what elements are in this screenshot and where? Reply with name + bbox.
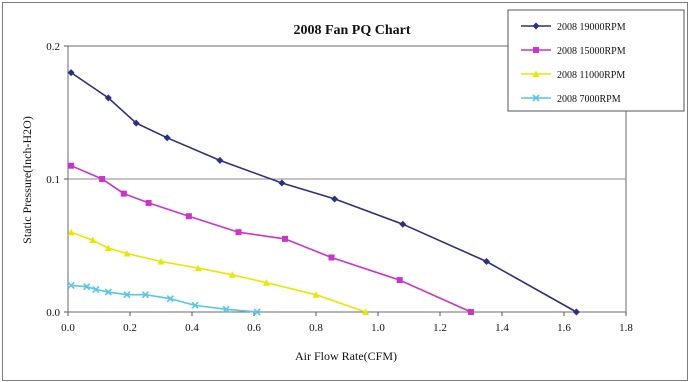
x-tick-label: 1.6 xyxy=(557,322,571,334)
legend-label: 2008 11000RPM xyxy=(557,70,625,81)
data-point xyxy=(312,291,320,298)
data-point xyxy=(166,295,174,303)
data-point xyxy=(67,69,75,77)
data-point xyxy=(145,199,152,206)
x-tick-label: 0.2 xyxy=(123,322,137,334)
data-point xyxy=(104,244,112,252)
legend-marker xyxy=(532,22,540,30)
legend-item: 2008 11000RPM xyxy=(521,70,625,81)
x-tick-label: 1.2 xyxy=(433,322,447,334)
x-tick-label: 1.4 xyxy=(495,322,509,334)
y-tick-label: 0.1 xyxy=(46,174,60,186)
legend-item: 2008 19000RPM xyxy=(521,22,626,33)
data-point xyxy=(123,291,131,299)
series-1 xyxy=(67,69,580,316)
legend-marker xyxy=(533,47,539,53)
data-point xyxy=(163,134,171,142)
series-line xyxy=(70,231,366,313)
data-point xyxy=(328,254,335,261)
x-tick-label: 1.8 xyxy=(619,322,633,334)
data-point xyxy=(67,228,75,236)
data-point xyxy=(141,291,150,299)
series-layer xyxy=(67,69,580,316)
legend-label: 2008 19000RPM xyxy=(557,22,626,33)
data-point xyxy=(83,283,91,291)
data-point xyxy=(282,235,288,242)
data-point xyxy=(89,236,97,244)
data-point xyxy=(67,281,75,289)
x-tick-label: 0.4 xyxy=(185,322,199,334)
data-point xyxy=(468,309,474,315)
x-axis-label: Air Flow Rate(CFM) xyxy=(295,349,397,363)
series-line xyxy=(71,284,258,313)
y-axis-label: Static Pressure(Inch-H2O) xyxy=(20,116,34,244)
y-tick-label: 0.2 xyxy=(46,41,60,53)
data-point xyxy=(262,279,270,286)
data-point xyxy=(104,94,112,102)
legend-marker xyxy=(532,94,540,102)
series-line xyxy=(70,164,472,313)
data-point xyxy=(185,213,192,220)
data-point xyxy=(132,119,140,127)
data-point xyxy=(253,308,261,316)
data-point xyxy=(222,305,230,313)
data-point xyxy=(92,285,100,293)
series-3 xyxy=(67,228,370,315)
chart-title: 2008 Fan PQ Chart xyxy=(293,23,410,38)
series-2 xyxy=(68,162,474,315)
data-point xyxy=(120,190,127,197)
data-point xyxy=(572,308,580,316)
series-line xyxy=(70,71,577,313)
data-point xyxy=(123,249,131,257)
series-4 xyxy=(67,281,261,316)
legend-label: 2008 15000RPM xyxy=(557,46,626,57)
data-point xyxy=(362,308,370,315)
legend-item: 2008 7000RPM xyxy=(521,94,621,105)
data-point xyxy=(68,162,75,169)
data-point xyxy=(396,277,403,284)
data-point xyxy=(194,264,202,272)
axes: 0.0 0.2 0.4 0.6 0.8 1.0 1.2 1.4 1.6 1.8 0.0 0.1 0.2 xyxy=(46,41,633,334)
x-tick-label: 0.6 xyxy=(247,322,261,334)
data-point xyxy=(228,271,236,278)
data-point xyxy=(157,257,165,265)
x-tick-label: 0.0 xyxy=(61,322,75,334)
data-point xyxy=(216,156,224,164)
legend-label: 2008 7000RPM xyxy=(557,94,621,105)
data-point xyxy=(99,176,106,182)
data-point xyxy=(278,179,286,187)
legend-item: 2008 15000RPM xyxy=(521,46,626,57)
x-tick-label: 1.0 xyxy=(371,322,385,334)
data-point xyxy=(399,220,407,228)
data-point xyxy=(191,301,199,309)
legend-marker xyxy=(532,70,540,77)
x-tick-label: 0.8 xyxy=(309,322,323,334)
y-tick-label: 0.0 xyxy=(46,307,60,319)
data-point xyxy=(331,195,339,203)
data-point xyxy=(235,229,242,236)
data-point xyxy=(483,257,490,265)
legend: 2008 19000RPM 2008 15000RPM 2008 11000RPM 2… xyxy=(507,9,685,112)
data-point xyxy=(104,288,112,296)
